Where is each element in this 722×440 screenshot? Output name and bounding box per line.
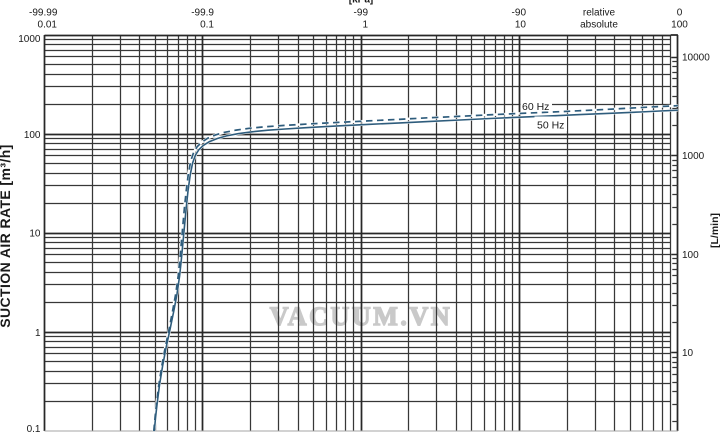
- svg-text:relative: relative: [583, 8, 616, 19]
- svg-text:10: 10: [515, 20, 527, 31]
- svg-text:0.1: 0.1: [27, 424, 41, 435]
- svg-text:-90: -90: [512, 8, 527, 19]
- svg-text:-99: -99: [354, 8, 369, 19]
- svg-text:10: 10: [29, 228, 41, 239]
- svg-text:-99.9: -99.9: [191, 8, 214, 19]
- svg-text:100: 100: [682, 250, 699, 261]
- svg-text:1000: 1000: [18, 34, 41, 45]
- svg-text:0: 0: [677, 8, 683, 19]
- svg-text:50 Hz: 50 Hz: [537, 120, 564, 132]
- svg-text:0.01: 0.01: [38, 20, 58, 31]
- svg-text:[L/min]: [L/min]: [709, 213, 721, 248]
- svg-text:1: 1: [35, 328, 41, 339]
- svg-text:absolute: absolute: [580, 20, 618, 31]
- svg-text:SUCTION AIR RATE [m³/h]: SUCTION AIR RATE [m³/h]: [0, 144, 13, 327]
- svg-text:100: 100: [24, 130, 41, 141]
- svg-text:10000: 10000: [682, 53, 710, 64]
- svg-text:[kPa]: [kPa]: [349, 0, 373, 6]
- svg-text:1000: 1000: [682, 151, 705, 162]
- svg-text:60 Hz: 60 Hz: [522, 101, 549, 113]
- svg-text:1: 1: [362, 20, 368, 31]
- svg-text:-99.99: -99.99: [29, 8, 58, 19]
- svg-text:VACUUM.VN: VACUUM.VN: [270, 302, 453, 331]
- svg-text:100: 100: [671, 20, 688, 31]
- svg-text:0.1: 0.1: [200, 20, 214, 31]
- svg-text:10: 10: [682, 348, 694, 359]
